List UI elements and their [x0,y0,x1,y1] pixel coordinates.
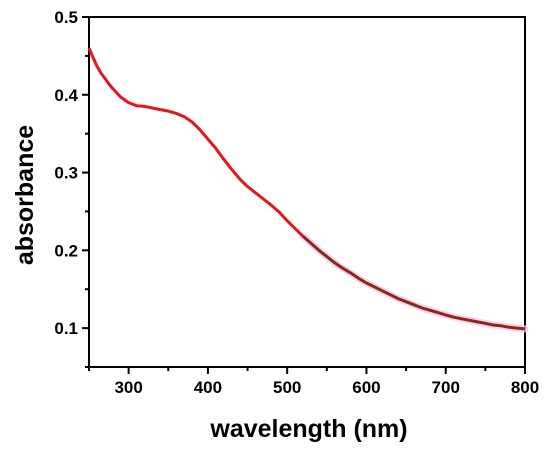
y-tick-label: 0.5 [54,8,78,27]
x-axis-ticks: 300 400 500 600 700 800 [88,367,539,397]
y-tick-label: 0.4 [54,86,78,105]
x-tick-label: 700 [432,378,460,397]
x-tick-label: 300 [114,378,142,397]
y-tick-label: 0.3 [54,164,78,183]
y-tick-label: 0.1 [54,319,78,338]
x-tick-label: 600 [352,378,380,397]
y-axis-title: absorbance [11,125,39,265]
series-halo [299,232,529,333]
y-tick-label: 0.2 [54,241,78,260]
x-axis-title: wavelength (nm) [209,415,407,443]
x-tick-label: 400 [194,378,222,397]
x-tick-label: 500 [273,378,301,397]
y-axis-ticks: 0.1 0.2 0.3 0.4 0.5 [54,8,89,368]
plot-border [88,16,526,368]
x-tick-label: 800 [511,378,539,397]
plot-frame [88,16,526,368]
series-line-red [87,47,305,238]
series-line-brown [302,235,526,331]
series-layer [87,47,529,333]
